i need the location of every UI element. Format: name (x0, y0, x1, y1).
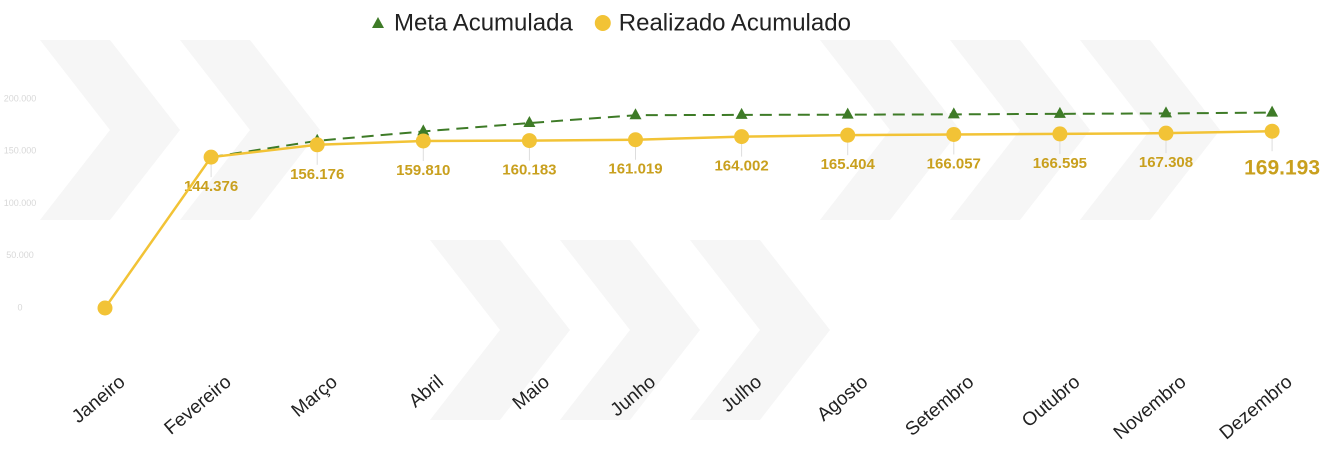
x-tick-label: Setembro (902, 372, 979, 441)
point (1158, 125, 1174, 141)
point (734, 129, 750, 145)
x-tick-label: Agosto (813, 372, 872, 426)
point (1053, 106, 1066, 118)
data-label: 165.404 (821, 156, 876, 173)
x-tick-label: Fevereiro (161, 372, 236, 440)
data-label: 167.308 (1139, 154, 1193, 171)
y-tick-label: 50.000 (6, 250, 34, 260)
data-label: 164.002 (714, 158, 768, 175)
point (415, 133, 431, 149)
point (946, 126, 962, 142)
series-line (103, 129, 1273, 309)
point (947, 107, 960, 119)
data-label: 169.193 (1244, 157, 1320, 180)
point (629, 108, 642, 120)
point (841, 107, 854, 119)
data-label: 144.376 (184, 178, 238, 195)
legend-marker (594, 15, 611, 31)
x-tick-label: Dezembro (1216, 372, 1297, 444)
y-tick-label: 100.000 (4, 198, 37, 208)
data-label: 166.595 (1033, 155, 1087, 172)
point (1052, 126, 1068, 142)
x-tick-label: Janeiro (68, 372, 129, 428)
legend-label: Meta Acumulada (394, 9, 573, 36)
point (203, 149, 219, 165)
x-tick-label: Março (288, 372, 342, 422)
point (97, 300, 113, 316)
y-tick-label: 0 (17, 302, 22, 312)
legend-label: Realizado Acumulado (619, 9, 851, 36)
point (1266, 105, 1279, 117)
data-label: 166.057 (927, 155, 981, 172)
data-label: 160.183 (502, 162, 556, 179)
data-label: 161.019 (608, 161, 662, 178)
point (735, 107, 748, 119)
point (309, 137, 325, 153)
y-tick-label: 150.000 (4, 146, 37, 156)
background-chevrons (40, 40, 1220, 420)
legend-marker (372, 17, 384, 28)
point (521, 133, 537, 149)
data-label: 156.176 (290, 166, 344, 183)
y-tick-label: 200.000 (4, 93, 37, 103)
point (628, 132, 643, 148)
data-label: 159.810 (396, 162, 450, 179)
x-tick-label: Outubro (1018, 372, 1084, 432)
point (1160, 106, 1172, 118)
point (523, 116, 536, 128)
point (1264, 123, 1280, 139)
point (840, 127, 856, 143)
x-tick-label: Novembro (1110, 372, 1191, 444)
point (417, 124, 430, 136)
